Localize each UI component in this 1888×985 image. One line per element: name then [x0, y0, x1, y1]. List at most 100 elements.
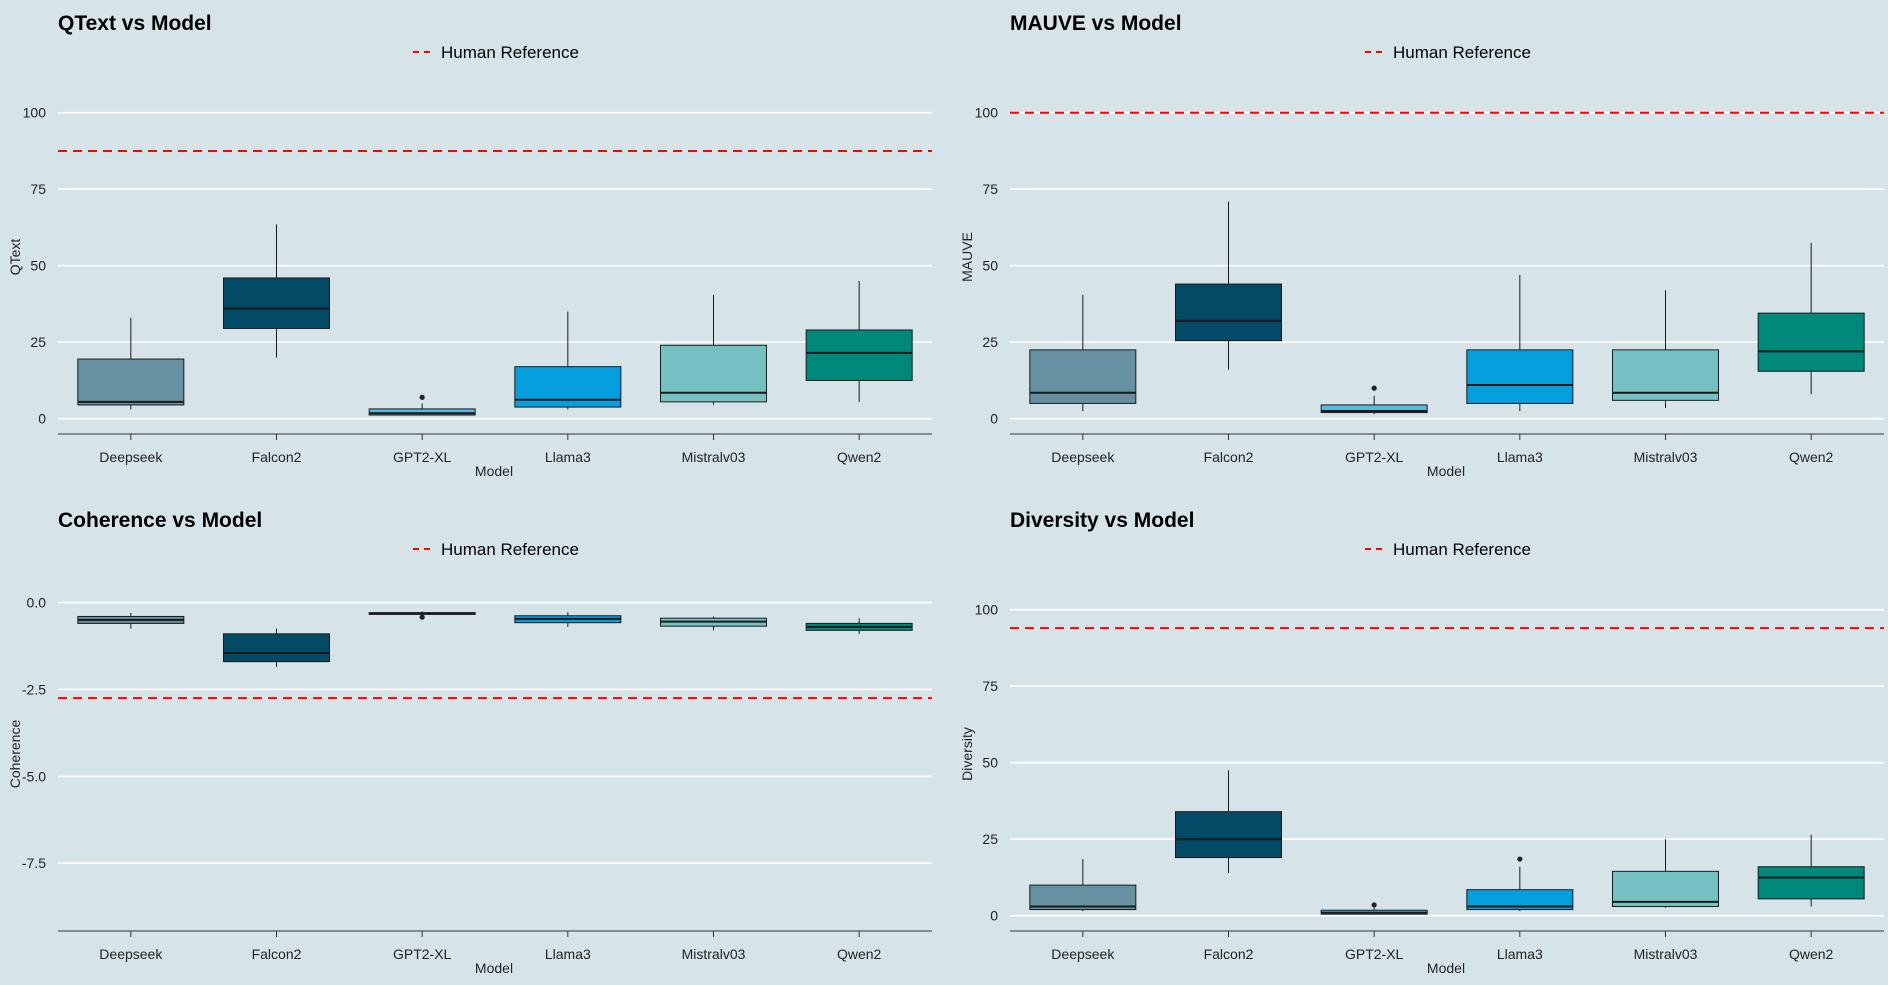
y-tick-label: -5.0: [22, 768, 46, 784]
x-tick-label: Mistralv03: [682, 449, 746, 465]
x-tick-label: Deepseek: [1051, 946, 1115, 962]
panel-3-chart: Coherence vs Model Human Reference 0.0 -2.5…: [7, 509, 932, 976]
legend-label: Human Reference: [441, 540, 579, 559]
x-tick-label: Qwen2: [837, 946, 882, 962]
y-tick-label: 50: [30, 258, 46, 274]
panel-title: Coherence vs Model: [58, 509, 262, 532]
outlier-point: [1371, 902, 1377, 908]
y-tick-label: 0.0: [27, 595, 47, 611]
outlier-point: [1517, 856, 1523, 862]
x-tick-label: Qwen2: [837, 449, 882, 465]
x-tick-label: GPT2-XL: [393, 449, 452, 465]
x-tick-label: Qwen2: [1789, 946, 1834, 962]
box-falcon2: [1175, 201, 1282, 370]
legend-label: Human Reference: [1393, 43, 1531, 62]
y-axis-label: MAUVE: [959, 232, 975, 282]
y-tick-label: 0: [38, 411, 46, 427]
x-tick-label: Qwen2: [1789, 449, 1834, 465]
box-gpt2-xl: [1320, 902, 1428, 915]
x-tick-label: Llama3: [1497, 946, 1543, 962]
y-tick-label: 50: [982, 258, 998, 274]
y-tick-label: -7.5: [22, 855, 46, 871]
box-mistralv03: [1612, 839, 1719, 909]
x-tick-label: Falcon2: [1204, 449, 1254, 465]
x-tick-label: GPT2-XL: [1345, 449, 1404, 465]
y-tick-label: 25: [30, 334, 46, 350]
box-qwen2: [805, 618, 913, 634]
y-tick-label: 100: [975, 602, 999, 618]
box-iqr: [1466, 889, 1574, 911]
box-iqr: [368, 408, 476, 416]
y-tick-label: 100: [975, 105, 999, 121]
legend-label: Human Reference: [1393, 540, 1531, 559]
box-qwen2: [805, 281, 913, 402]
y-tick-label: 0: [990, 908, 998, 924]
panel-1-chart: QText vs Model Human Reference 0 25 50 75 100 D…: [7, 12, 932, 479]
box-deepseek: [77, 612, 185, 629]
box-llama3: [1466, 274, 1574, 412]
y-tick-label: 25: [982, 831, 998, 847]
x-tick-label: Mistralv03: [1634, 946, 1698, 962]
box-iqr: [223, 277, 330, 329]
box-iqr: [1175, 811, 1282, 859]
box-iqr: [514, 366, 622, 408]
x-tick-label: Llama3: [545, 946, 591, 962]
box-llama3: [1466, 856, 1574, 912]
outlier-point: [419, 614, 425, 620]
y-tick-label: 25: [982, 334, 998, 350]
box-iqr: [805, 329, 913, 381]
box-falcon2: [1175, 770, 1282, 873]
x-tick-label: GPT2-XL: [393, 946, 452, 962]
box-gpt2-xl: [1320, 385, 1428, 415]
outlier-point: [1371, 385, 1377, 391]
box-iqr: [223, 633, 330, 663]
x-axis-label: Model: [1427, 463, 1465, 479]
y-tick-label: 75: [982, 678, 998, 694]
x-tick-label: Mistralv03: [682, 946, 746, 962]
box-deepseek: [77, 317, 185, 410]
box-mistralv03: [1612, 290, 1719, 408]
box-qwen2: [1757, 834, 1865, 907]
box-llama3: [514, 612, 622, 627]
x-tick-label: GPT2-XL: [1345, 946, 1404, 962]
y-axis-label: Coherence: [7, 720, 23, 789]
x-tick-label: Falcon2: [1204, 946, 1254, 962]
panel-2-chart: MAUVE vs Model Human Reference 0 25 50 75 100 D…: [959, 12, 1884, 479]
x-axis-label: Model: [475, 960, 513, 976]
x-tick-label: Falcon2: [252, 449, 302, 465]
x-tick-label: Falcon2: [252, 946, 302, 962]
box-gpt2-xl: [368, 394, 476, 416]
y-tick-label: 50: [982, 755, 998, 771]
x-tick-label: Mistralv03: [1634, 449, 1698, 465]
x-axis-label: Model: [1427, 960, 1465, 976]
box-deepseek: [1029, 859, 1137, 912]
box-iqr: [1612, 870, 1719, 908]
box-mistralv03: [660, 294, 767, 405]
panel-title: QText vs Model: [58, 12, 212, 35]
y-tick-label: -2.5: [22, 681, 46, 697]
y-axis-label: QText: [7, 239, 23, 276]
legend-label: Human Reference: [441, 43, 579, 62]
box-falcon2: [223, 224, 330, 358]
outlier-point: [419, 394, 425, 400]
box-iqr: [77, 358, 185, 406]
box-iqr: [1175, 283, 1282, 342]
y-tick-label: 75: [30, 181, 46, 197]
y-axis-label: Diversity: [959, 727, 975, 781]
box-falcon2: [223, 628, 330, 667]
panel-title: MAUVE vs Model: [1010, 12, 1182, 35]
box-iqr: [1029, 349, 1137, 404]
box-gpt2-xl: [368, 611, 476, 620]
x-tick-label: Deepseek: [99, 946, 163, 962]
y-tick-label: 0: [990, 411, 998, 427]
x-tick-label: Deepseek: [1051, 449, 1115, 465]
box-iqr: [1757, 312, 1865, 372]
x-tick-label: Deepseek: [99, 449, 163, 465]
box-iqr: [1757, 866, 1865, 900]
x-axis-label: Model: [475, 463, 513, 479]
box-deepseek: [1029, 294, 1137, 412]
y-tick-label: 100: [23, 105, 47, 121]
box-iqr: [1029, 884, 1137, 911]
box-llama3: [514, 311, 622, 410]
